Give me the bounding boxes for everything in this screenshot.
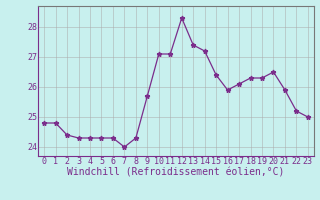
X-axis label: Windchill (Refroidissement éolien,°C): Windchill (Refroidissement éolien,°C) xyxy=(67,168,285,178)
